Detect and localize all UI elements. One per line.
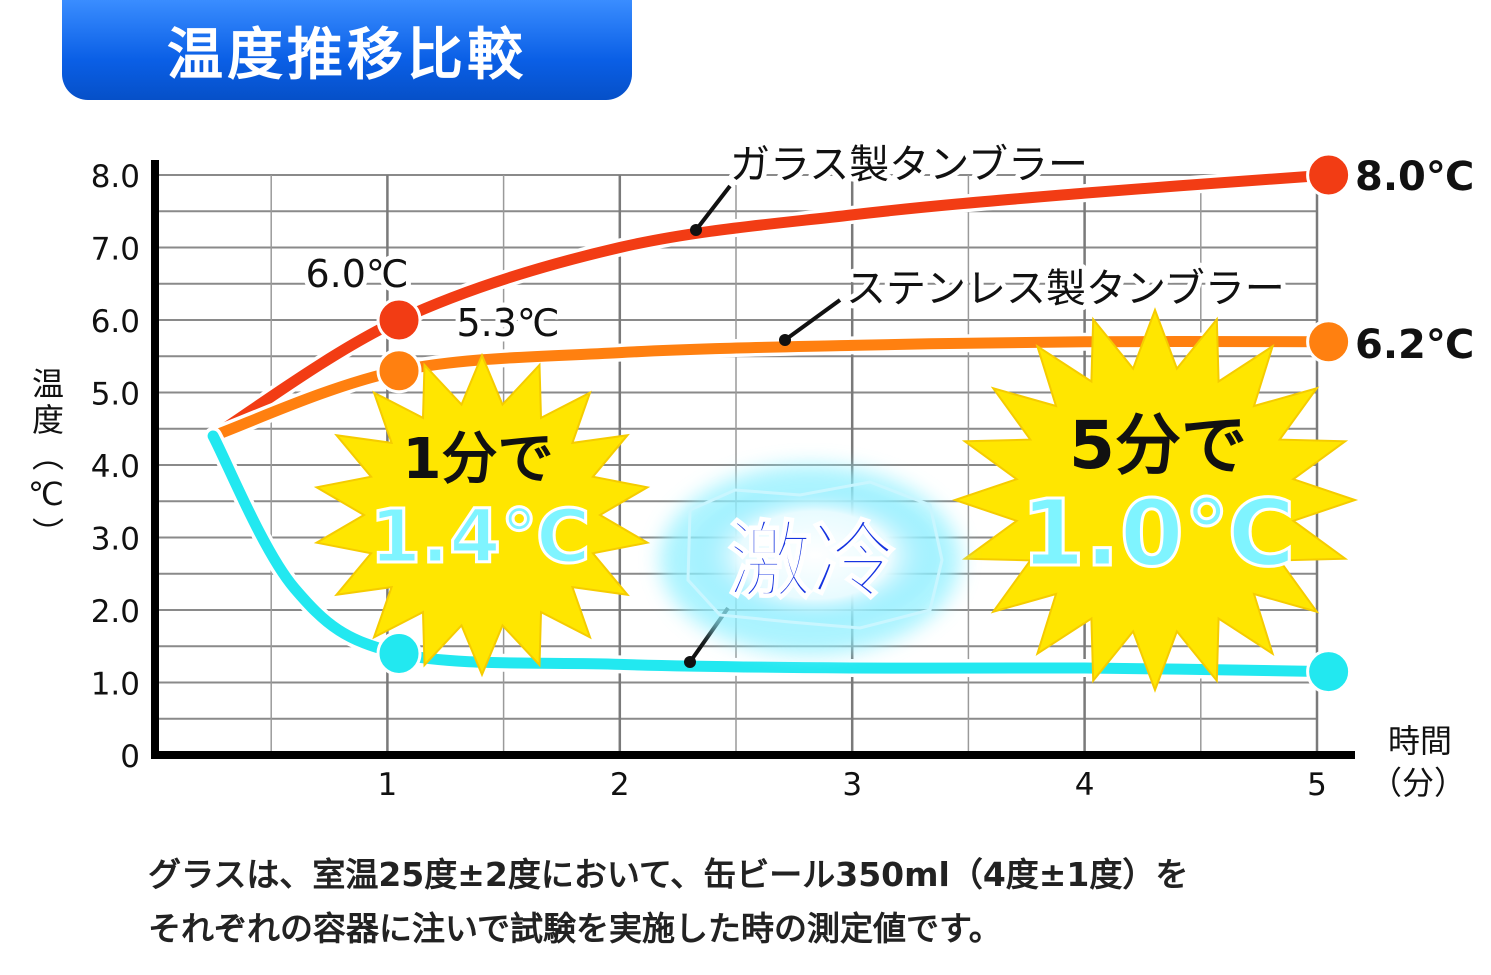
series-point — [376, 631, 422, 676]
series-point — [376, 297, 422, 343]
glass-value-1min-halo: 6.0℃ — [305, 252, 408, 296]
y-tick-label: 1.0 — [91, 667, 140, 703]
y-tick-label: 8.0 — [91, 159, 140, 195]
series-point — [1306, 649, 1352, 695]
y-tick-label: 2.0 — [91, 594, 140, 630]
burst-right — [951, 307, 1359, 693]
y-tick-label: 7.0 — [91, 232, 140, 268]
tick-labels: 0 1.0 2.0 3.0 4.0 5.0 6.0 7.0 8.0 1 2 3 4 5 時間 （分） 温度（℃） — [27, 159, 1466, 803]
footnote-line-2: それぞれの容器に注いで試験を実施した時の測定値です。 — [148, 909, 1002, 948]
glass-series-label: ガラス製タンブラー — [730, 142, 1088, 188]
glass-value-5min-halo: 8.0℃ — [1355, 154, 1474, 200]
burst-left-line2: 1.4℃ — [370, 494, 591, 580]
y-axis-label: 温度（℃） — [27, 367, 65, 553]
y-tick-label: 4.0 — [91, 449, 140, 485]
ice-label: 激冷 — [728, 512, 896, 610]
glass-series-label-halo: ガラス製タンブラー — [730, 142, 1088, 188]
steel-value-1min-halo: 5.3℃ — [456, 301, 559, 345]
glass-leader-line — [694, 184, 732, 232]
ice-block — [686, 480, 944, 630]
y-tick-label: 0 — [120, 739, 140, 775]
series-point — [1306, 152, 1352, 198]
steel-series-label: ステンレス製タンブラー — [846, 266, 1285, 312]
burst-left — [313, 352, 651, 678]
glass-leader-dot — [690, 224, 702, 236]
steel-value-5min: 6.2℃ — [1355, 322, 1474, 368]
ice-leader-dot — [684, 656, 696, 668]
x-tick-label: 4 — [1075, 767, 1095, 803]
footnote: グラスは、室温25度±2度において、缶ビール350ml（4度±1度）を それぞれ… — [148, 848, 1448, 956]
steel-series-label-halo: ステンレス製タンブラー — [846, 266, 1285, 312]
y-tick-label: 3.0 — [91, 522, 140, 558]
footnote-line-1: グラスは、室温25度±2度において、缶ビール350ml（4度±1度）を — [148, 855, 1189, 894]
x-tick-label: 1 — [378, 767, 398, 803]
x-tick-label: 2 — [610, 767, 630, 803]
series-lines — [204, 152, 1352, 695]
annotations: 6.0℃6.0℃5.3℃5.3℃8.0℃8.0℃6.2℃6.2℃ガラス製タンブラ… — [300, 137, 1479, 693]
glass-value-1min: 6.0℃ — [305, 252, 408, 296]
x-axis-label-line2: （分） — [1370, 764, 1466, 802]
burst-right-line2: 1.0℃ — [1021, 480, 1295, 587]
chart-title: 温度推移比較 — [167, 22, 527, 88]
title-banner: 温度推移比較 — [62, 0, 632, 100]
y-tick-label: 5.0 — [91, 377, 140, 413]
y-tick-label: 6.0 — [91, 304, 140, 340]
steel-value-5min-halo: 6.2℃ — [1355, 322, 1474, 368]
x-tick-label: 3 — [842, 767, 862, 803]
x-tick-label: 5 — [1307, 767, 1327, 803]
series-line-3 — [207, 430, 1335, 678]
x-axis-label-line1: 時間 — [1388, 722, 1452, 760]
burst-left-line1: 1分で — [403, 427, 554, 492]
glass-value-5min: 8.0℃ — [1355, 154, 1474, 200]
steel-leader-dot — [779, 334, 791, 346]
series-point — [1306, 319, 1352, 365]
steel-leader-line — [783, 298, 842, 342]
series-point — [376, 348, 422, 394]
axes — [151, 160, 1355, 759]
burst-right-line1: 5分で — [1069, 407, 1247, 484]
steel-value-1min: 5.3℃ — [456, 301, 559, 345]
